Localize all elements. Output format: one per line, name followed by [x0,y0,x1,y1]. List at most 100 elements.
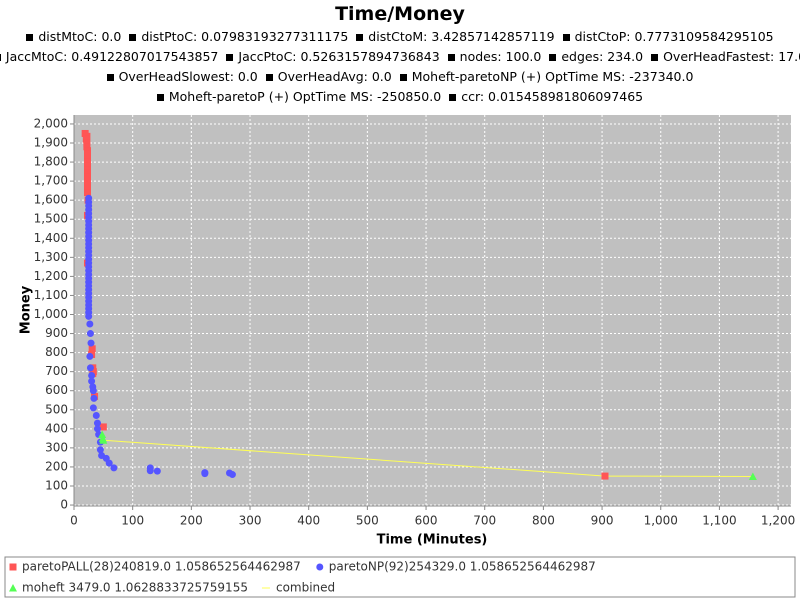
y-tick-label: 900 [45,326,68,340]
point [83,173,91,181]
info-marker [226,53,234,61]
x-tick-label: 100 [121,514,144,528]
y-tick-label: 1,800 [34,155,68,169]
info-item: nodes: 100.0 [447,47,541,67]
point [228,471,236,479]
header: Time/Money distMtoC: 0.0 distPtoC: 0.0798… [0,0,800,107]
info-marker [549,53,557,61]
x-tick-label: 200 [180,514,203,528]
point [85,312,93,320]
y-tick-label: 1,100 [34,288,68,302]
x-tick-label: 600 [415,514,438,528]
point [105,459,113,467]
info-item: JaccMtoC: 0.49122807017543857 [0,47,218,67]
point [83,154,91,162]
point [83,166,91,174]
info-text: distPtoC: 0.07983193277311175 [141,29,349,44]
point [98,430,107,439]
y-axis-label: Money [19,285,34,334]
x-tick-label: 1,100 [702,514,736,528]
point [748,472,757,480]
info-marker [562,33,570,41]
legend-label: paretoPALL(28)240819.0 1.058652564462987 [22,560,301,574]
info-text: edges: 234.0 [561,49,644,64]
point [82,135,90,143]
info-item: ccr: 0.015458981806097465 [449,87,643,107]
point [601,472,609,480]
x-axis-label: Time (Minutes) [377,533,488,548]
point [99,423,107,431]
point [88,377,96,385]
info-item: Moheft-paretoNP (+) OptTime MS: -237340.… [399,67,694,87]
info-item: distCtoP: 0.7773109584295105 [562,27,774,47]
point [89,387,97,395]
point [99,436,108,444]
legend-label: moheft 3479.0 1.0628833725759155 [22,581,248,595]
info-text: distCtoP: 0.7773109584295105 [574,29,774,44]
info-item: OverHeadAvg: 0.0 [265,67,392,87]
info-text: JaccMtoC: 0.49122807017543857 [5,49,219,64]
point [153,467,161,475]
info-marker [26,33,34,41]
info-item: JaccPtoC: 0.5263157894736843 [226,47,440,67]
point [83,143,91,151]
info-text: OverHeadAvg: 0.0 [277,69,392,84]
legend-item: combined [261,581,335,595]
point [86,352,94,360]
y-tick-label: 1,400 [34,231,68,245]
point [87,339,95,347]
info-text: Moheft-paretoP (+) OptTime MS: -250850.0 [168,89,442,104]
y-tick-label: 600 [45,383,68,397]
info-marker [129,33,137,41]
point [86,364,94,372]
info-row: OverHeadSlowest: 0.0 OverHeadAvg: 0.0 Mohe… [0,67,800,87]
point [89,404,97,412]
x-tick-label: 900 [591,514,614,528]
y-tick-label: 1,300 [34,250,68,264]
legend-item: paretoNP(92)254329.0 1.058652564462987 [316,560,596,574]
y-tick-label: 2,000 [34,116,68,130]
legend-box [4,556,796,598]
info-row: distMtoC: 0.0 distPtoC: 0.079831932773111… [0,27,800,47]
y-tick-label: 1,200 [34,269,68,283]
x-tick-label: 0 [70,514,78,528]
point [88,371,96,379]
y-tick-label: 1,900 [34,136,68,150]
x-tick-label: 300 [239,514,262,528]
info-text: Moheft-paretoNP (+) OptTime MS: -237340.… [411,69,694,84]
point [92,411,100,419]
y-tick-label: 1,700 [34,174,68,188]
info-block: distMtoC: 0.0 distPtoC: 0.079831932773111… [0,27,800,107]
info-marker [356,33,364,41]
info-marker [0,53,1,61]
info-item: distCtoM: 3.42857142857119 [356,27,555,47]
chart-title: Time/Money [335,3,465,25]
y-tick-label: 1,000 [34,307,68,321]
point [83,158,91,166]
legend-marker [9,563,17,571]
point [86,320,94,328]
point [83,181,91,189]
info-marker [265,73,273,81]
info-text: ccr: 0.015458981806097465 [461,89,644,104]
point [88,345,96,353]
y-tick-label: 700 [45,364,68,378]
info-marker [651,53,659,61]
point [83,169,91,177]
info-marker [106,73,114,81]
y-tick-label: 1,600 [34,193,68,207]
point [86,330,94,338]
point [96,446,104,454]
y-tick-label: 400 [45,421,68,435]
legend-item: moheft 3479.0 1.0628833725759155 [9,581,248,595]
x-tick-label: 500 [356,514,379,528]
info-marker [156,93,164,101]
y-tick-label: 500 [45,402,68,416]
info-item: distPtoC: 0.07983193277311175 [129,27,348,47]
point [83,150,91,158]
info-item: OverHeadFastest: 17.0 [651,47,800,67]
point [83,147,91,155]
y-tick-label: 1,500 [34,212,68,226]
info-text: distMtoC: 0.0 [38,29,122,44]
